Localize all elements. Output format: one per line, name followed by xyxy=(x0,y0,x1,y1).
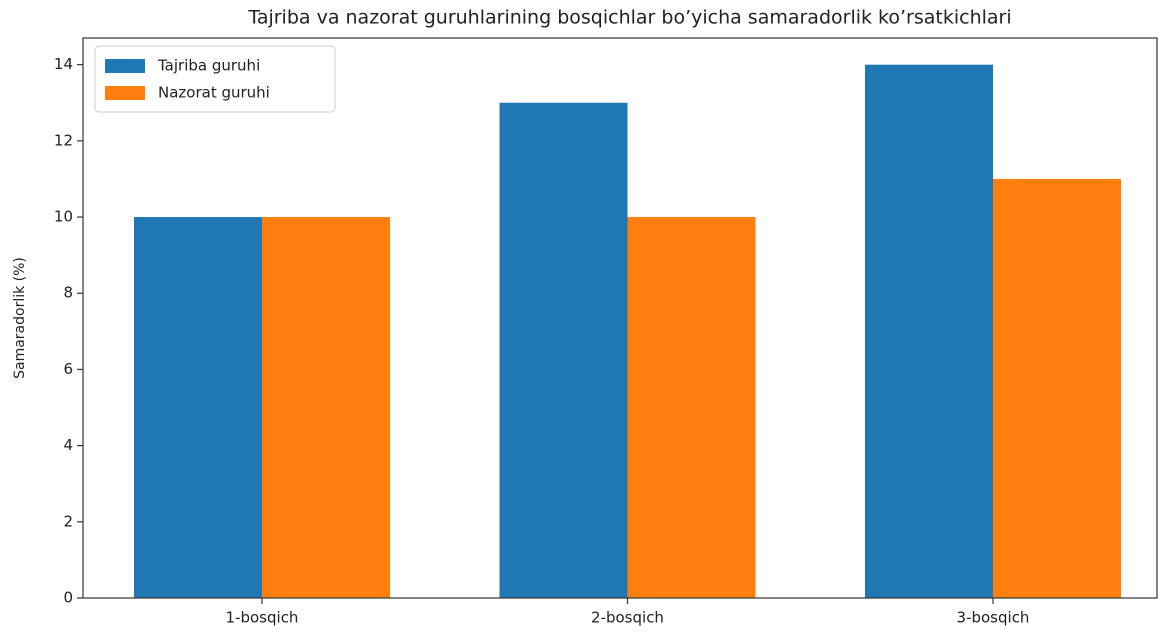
bar xyxy=(865,64,993,598)
y-tick-label: 8 xyxy=(63,284,73,302)
chart-title: Tajriba va nazorat guruhlarining bosqich… xyxy=(247,7,1011,29)
plot-frame xyxy=(82,37,1158,599)
legend-swatch xyxy=(105,59,145,73)
legend-box xyxy=(94,45,336,113)
x-tick-label: 3-bosqich xyxy=(957,609,1030,627)
y-tick-label: 2 xyxy=(63,512,73,530)
y-tick-label: 10 xyxy=(54,208,73,226)
bar xyxy=(993,178,1121,598)
bar xyxy=(134,217,262,599)
bar xyxy=(627,217,756,599)
x-tick-label: 2-bosqich xyxy=(591,609,664,627)
y-tick-label: 12 xyxy=(54,131,73,149)
y-tick-label: 0 xyxy=(63,589,73,607)
bar xyxy=(499,102,628,598)
y-tick-label: 6 xyxy=(63,360,73,378)
y-tick-label: 4 xyxy=(63,436,73,454)
y-axis-label: Samaradorlik (%) xyxy=(12,257,28,379)
bar xyxy=(262,217,390,599)
legend-label: Nazorat guruhi xyxy=(158,84,270,102)
x-tick-label: 1-bosqich xyxy=(226,609,299,627)
legend-label: Tajriba guruhi xyxy=(157,57,260,75)
y-tick-label: 14 xyxy=(54,55,73,73)
legend-swatch xyxy=(105,86,145,100)
